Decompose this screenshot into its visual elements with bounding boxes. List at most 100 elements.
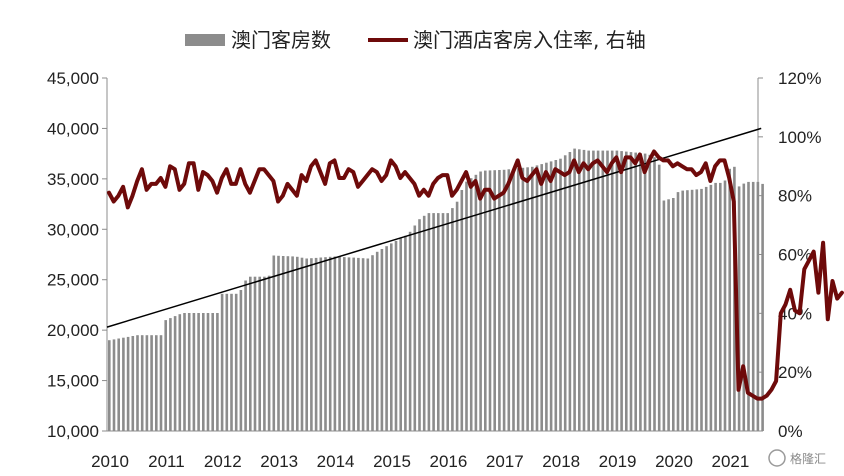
room-count-bar <box>531 166 534 432</box>
room-count-bar <box>484 170 487 431</box>
room-count-bar <box>709 184 713 431</box>
left-tick-label: 40,000 <box>47 119 99 138</box>
room-count-bar <box>366 258 370 431</box>
room-count-bar <box>371 255 374 431</box>
room-count-bar <box>549 161 553 431</box>
watermark: 格隆汇 <box>768 449 826 467</box>
room-count-bar <box>291 256 294 431</box>
room-count-bar <box>629 152 633 431</box>
room-count-bar <box>413 225 417 431</box>
room-count-bar <box>516 168 520 432</box>
room-count-bar <box>681 190 684 431</box>
room-count-bar <box>601 150 605 431</box>
room-count-bar <box>267 275 271 431</box>
room-count-bar <box>700 188 703 431</box>
room-count-bar <box>610 150 614 431</box>
room-count-bar <box>136 335 139 431</box>
room-count-bar <box>568 152 572 431</box>
room-count-bar <box>314 257 318 431</box>
room-count-bar <box>615 150 619 431</box>
room-count-bar <box>540 164 543 431</box>
room-count-bar <box>361 258 365 431</box>
room-count-bar <box>140 335 144 431</box>
room-count-bar <box>305 258 308 431</box>
axes <box>102 77 763 432</box>
x-tick-label: 2016 <box>429 452 467 471</box>
room-count-bar <box>394 240 398 431</box>
room-count-bar <box>714 182 717 431</box>
room-count-bar <box>281 256 285 431</box>
room-count-bar <box>249 276 252 431</box>
left-tick-label: 25,000 <box>47 271 99 290</box>
room-count-bar <box>192 313 196 431</box>
room-count-bar <box>690 189 694 431</box>
room-count-bar <box>446 213 449 431</box>
room-count-bar <box>277 255 280 431</box>
room-count-bar <box>460 190 464 431</box>
room-count-bar <box>704 186 708 431</box>
room-count-bar <box>643 153 647 431</box>
room-count-bar <box>742 183 746 431</box>
left-tick-label: 35,000 <box>47 170 99 189</box>
room-count-bar <box>592 150 595 431</box>
room-count-bar <box>686 190 689 431</box>
room-count-bar <box>310 258 313 431</box>
room-count-bar <box>108 340 111 431</box>
x-tick-label: 2020 <box>655 452 693 471</box>
room-count-bar <box>131 336 135 431</box>
room-count-bar <box>559 158 562 431</box>
room-count-bar <box>728 168 731 432</box>
room-count-bar <box>324 257 327 431</box>
left-tick-label: 20,000 <box>47 321 99 340</box>
room-count-bar <box>596 150 600 431</box>
room-count-bar <box>343 257 346 431</box>
room-count-bar <box>747 181 750 431</box>
watermark-logo-icon <box>768 449 786 467</box>
room-count-bar <box>183 313 186 431</box>
room-count-bar <box>672 198 675 431</box>
room-count-bar <box>498 170 501 431</box>
x-tick-label: 2010 <box>91 452 129 471</box>
room-count-bar <box>625 151 628 431</box>
room-count-bar <box>296 256 299 431</box>
room-count-bar <box>634 152 637 431</box>
right-tick-label: 20% <box>778 363 812 382</box>
room-count-bar <box>451 208 454 431</box>
x-tick-label: 2011 <box>148 452 185 471</box>
room-count-bar <box>502 169 506 432</box>
room-count-bar <box>719 182 722 431</box>
room-count-bar <box>390 243 393 431</box>
room-count-bar <box>206 313 210 431</box>
room-count-bar <box>695 189 699 431</box>
room-count-bar <box>352 257 355 431</box>
room-count-bar <box>333 256 337 431</box>
room-count-bar <box>653 157 656 431</box>
room-count-bar <box>667 199 670 431</box>
right-tick-label: 80% <box>778 187 812 206</box>
room-count-bar <box>437 213 440 431</box>
room-count-bar <box>220 293 224 431</box>
room-count-bar <box>155 335 158 431</box>
room-count-bar <box>648 154 652 432</box>
x-tick-label: 2014 <box>317 452 355 471</box>
legend-line-label: 澳门酒店客房入住率, 右轴 <box>413 28 646 52</box>
room-count-bar <box>723 180 727 431</box>
watermark-text: 格隆汇 <box>790 451 826 466</box>
x-tick-label: 2021 <box>711 452 749 471</box>
room-count-bar <box>479 171 482 431</box>
room-count-bar <box>535 165 539 431</box>
room-count-bar <box>455 201 459 431</box>
room-count-bar <box>164 320 167 431</box>
room-count-bar <box>427 213 431 431</box>
x-tick-label: 2015 <box>373 452 411 471</box>
room-count-bar <box>582 149 586 431</box>
room-count-bar <box>578 149 581 432</box>
room-count-bar <box>465 181 468 431</box>
room-count-bar <box>178 314 182 431</box>
right-tick-label: 60% <box>778 246 812 265</box>
x-tick-label: 2018 <box>542 452 580 471</box>
room-count-bar <box>545 162 548 431</box>
room-count-bar <box>676 192 680 431</box>
x-tick-label: 2012 <box>204 452 242 471</box>
